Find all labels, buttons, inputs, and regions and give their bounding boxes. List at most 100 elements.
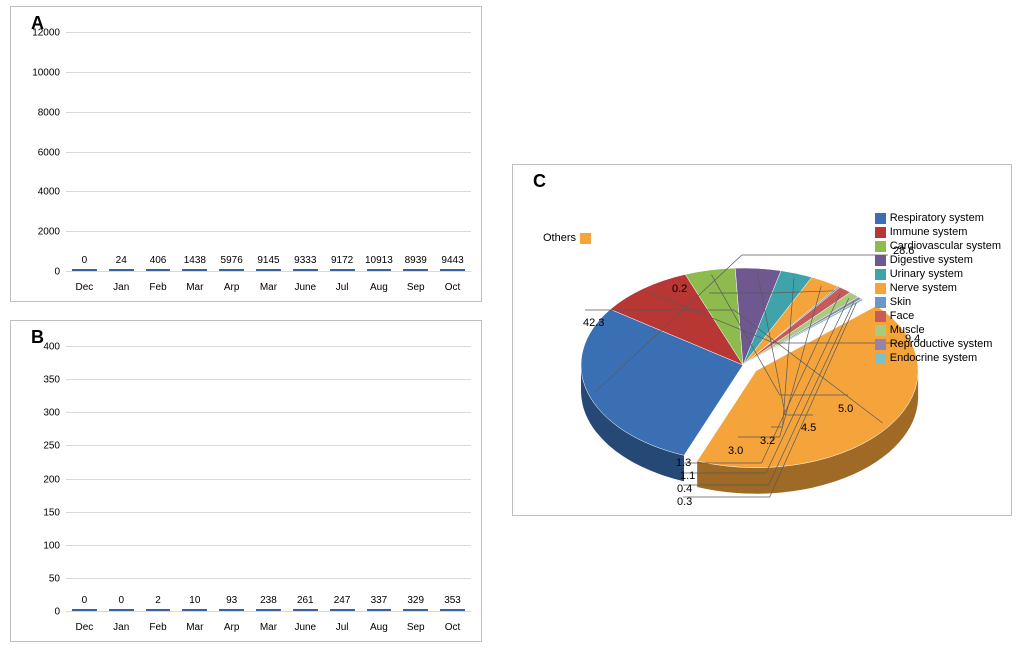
legend-item: Endocrine system [875,352,1001,364]
legend-label: Skin [890,296,911,308]
slice-value-label: 4.5 [801,422,816,434]
bar: 9172 [330,269,355,271]
bar-value-label: 9172 [331,255,353,266]
legend-label: Reproductive system [890,338,993,350]
y-tick-label: 8000 [38,107,66,118]
x-tick-label: Aug [361,622,398,633]
legend-swatch [875,297,886,308]
slice-value-label: 1.1 [680,470,695,482]
legend-item: Respiratory system [875,212,1001,224]
legend-label: Immune system [890,226,968,238]
y-tick-label: 10000 [32,67,66,78]
bar: 353 [440,609,465,611]
legend-label: Cardiovascular system [890,240,1001,252]
legend-item: Others [543,232,595,244]
bar: 8939 [403,269,428,271]
bar-wrap: 0 [103,609,140,611]
x-tick-label: Mar [176,622,213,633]
bar-value-label: 5976 [221,255,243,266]
slice-value-label: 0.2 [672,283,687,295]
gridline: 0 [66,271,471,272]
bar: 0 [109,609,134,611]
bar-wrap: 337 [361,609,398,611]
y-tick-label: 150 [43,507,66,518]
panelA-xaxis: DecJanFebMarArpMarJuneJulAugSepOct [66,282,471,293]
bar: 9443 [440,269,465,271]
y-tick-label: 4000 [38,187,66,198]
slice-value-label: 3.2 [760,435,775,447]
bar-value-label: 0 [118,595,124,606]
x-tick-label: Feb [140,282,177,293]
bar-wrap: 9333 [287,269,324,271]
legend-item: Cardiovascular system [875,240,1001,252]
x-tick-label: Mar [176,282,213,293]
x-tick-label: Dec [66,282,103,293]
bar: 329 [403,609,428,611]
x-tick-label: Mar [250,282,287,293]
bar-value-label: 337 [371,595,388,606]
x-tick-label: Jan [103,282,140,293]
bar-value-label: 10 [189,595,200,606]
legend-item: Muscle [875,324,1001,336]
y-tick-label: 100 [43,540,66,551]
bar-wrap: 238 [250,609,287,611]
legend-item: Reproductive system [875,338,1001,350]
y-tick-label: 300 [43,408,66,419]
legend-swatch [875,353,886,364]
legend-swatch [875,227,886,238]
x-tick-label: Sep [397,622,434,633]
bar: 10913 [367,269,392,271]
legend-label: Endocrine system [890,352,977,364]
legend-swatch [875,311,886,322]
bar-value-label: 406 [150,255,167,266]
legend-item: Skin [875,296,1001,308]
bar-value-label: 2 [155,595,161,606]
pie-legend-left: Others [543,230,595,246]
legend-item: Nerve system [875,282,1001,294]
x-tick-label: Arp [213,622,250,633]
y-tick-label: 12000 [32,28,66,39]
panelB-xaxis: DecJanFebMarArpMarJuneJulAugSepOct [66,622,471,633]
slice-value-label: 0.3 [677,496,692,508]
y-tick-label: 0 [54,267,66,278]
legend-swatch [875,255,886,266]
y-tick-label: 350 [43,375,66,386]
y-tick-label: 6000 [38,147,66,158]
bar-wrap: 329 [397,609,434,611]
bar: 0 [72,269,97,271]
y-tick-label: 400 [43,342,66,353]
x-tick-label: Mar [250,622,287,633]
legend-item: Immune system [875,226,1001,238]
bar: 261 [293,609,318,611]
bar-value-label: 353 [444,595,461,606]
legend-swatch [875,325,886,336]
bar-value-label: 24 [116,255,127,266]
x-tick-label: Dec [66,622,103,633]
panelA-plot: 0200040006000800010000120000244061438597… [66,32,471,271]
bar-value-label: 1438 [184,255,206,266]
panelB-letter: B [31,327,44,348]
x-tick-label: Feb [140,622,177,633]
legend-swatch [875,269,886,280]
bar-wrap: 261 [287,609,324,611]
bar-wrap: 0 [66,609,103,611]
x-tick-label: Oct [434,622,471,633]
bar-value-label: 9333 [294,255,316,266]
bar: 5976 [219,269,244,271]
legend-label: Urinary system [890,268,963,280]
bar-value-label: 238 [260,595,277,606]
legend-swatch [580,233,591,244]
bar: 337 [367,609,392,611]
bar: 1438 [182,269,207,271]
bar-value-label: 9145 [257,255,279,266]
bar-wrap: 93 [213,609,250,611]
panelA-panel: A020004000600080001000012000024406143859… [10,6,482,302]
legend-item: Urinary system [875,268,1001,280]
bar-value-label: 261 [297,595,314,606]
panelB-panel: B050100150200250300350400002109323826124… [10,320,482,642]
legend-swatch [875,283,886,294]
bar-value-label: 329 [407,595,424,606]
bar-value-label: 8939 [405,255,427,266]
panelB-bars: 0021093238261247337329353 [66,346,471,611]
bar: 93 [219,609,244,611]
